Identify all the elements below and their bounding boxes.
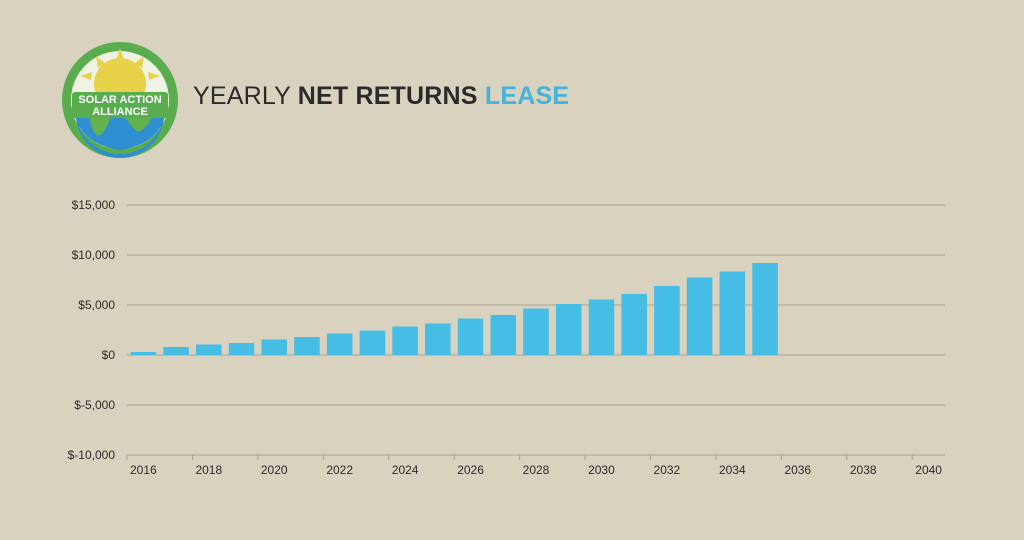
x-tick-label: 2026 xyxy=(457,463,484,477)
bar-2022 xyxy=(326,333,353,355)
x-tick-label: 2016 xyxy=(130,463,157,477)
solar-action-alliance-logo: SOLAR ACTION ALLIANCE xyxy=(60,40,180,160)
bar-2028 xyxy=(523,308,549,355)
bar-2035 xyxy=(752,263,778,355)
x-tick-label: 2040 xyxy=(915,463,942,477)
x-tick-label: 2030 xyxy=(588,463,615,477)
x-tick-label: 2028 xyxy=(523,463,550,477)
y-tick-label: $0 xyxy=(102,348,116,362)
y-tick-label: $-10,000 xyxy=(68,448,116,462)
bar-2020 xyxy=(261,339,288,355)
bar-2018 xyxy=(196,344,222,355)
bar-2032 xyxy=(654,286,680,355)
bar-2016 xyxy=(130,352,157,355)
logo-text-line1: SOLAR ACTION xyxy=(78,94,161,106)
bar-2026 xyxy=(457,318,484,355)
bar-2023 xyxy=(359,330,386,355)
bar-2024 xyxy=(392,326,418,355)
y-tick-label: $10,000 xyxy=(72,248,116,262)
chart-title: YEARLY NET RETURNS LEASE xyxy=(193,82,569,111)
bar-2033 xyxy=(686,277,713,355)
logo-banner xyxy=(72,92,168,118)
x-tick-label: 2018 xyxy=(195,463,222,477)
bar-2031 xyxy=(621,294,647,355)
bar-2025 xyxy=(425,323,451,355)
title-part-lease: LEASE xyxy=(484,82,570,110)
bar-2017 xyxy=(163,347,189,355)
x-tick-label: 2022 xyxy=(326,463,353,477)
bar-2029 xyxy=(555,304,582,355)
x-tick-label: 2032 xyxy=(654,463,681,477)
y-tick-label: $-5,000 xyxy=(74,398,115,412)
bar-2030 xyxy=(588,299,615,355)
x-tick-label: 2038 xyxy=(850,463,877,477)
x-tick-label: 2034 xyxy=(719,463,746,477)
bar-2021 xyxy=(294,337,320,355)
bar-2019 xyxy=(228,343,255,355)
y-tick-label: $15,000 xyxy=(72,198,116,212)
y-tick-label: $5,000 xyxy=(78,298,115,312)
logo-text-line2: ALLIANCE xyxy=(92,106,148,118)
x-tick-label: 2036 xyxy=(784,463,811,477)
title-part-net-returns: NET RETURNS xyxy=(297,82,485,110)
x-tick-label: 2020 xyxy=(261,463,288,477)
title-part-yearly: YEARLY xyxy=(193,82,298,110)
bar-2027 xyxy=(490,315,517,355)
logo-graphic: SOLAR ACTION ALLIANCE xyxy=(62,42,178,158)
bar-2034 xyxy=(719,271,746,355)
x-tick-label: 2024 xyxy=(392,463,419,477)
